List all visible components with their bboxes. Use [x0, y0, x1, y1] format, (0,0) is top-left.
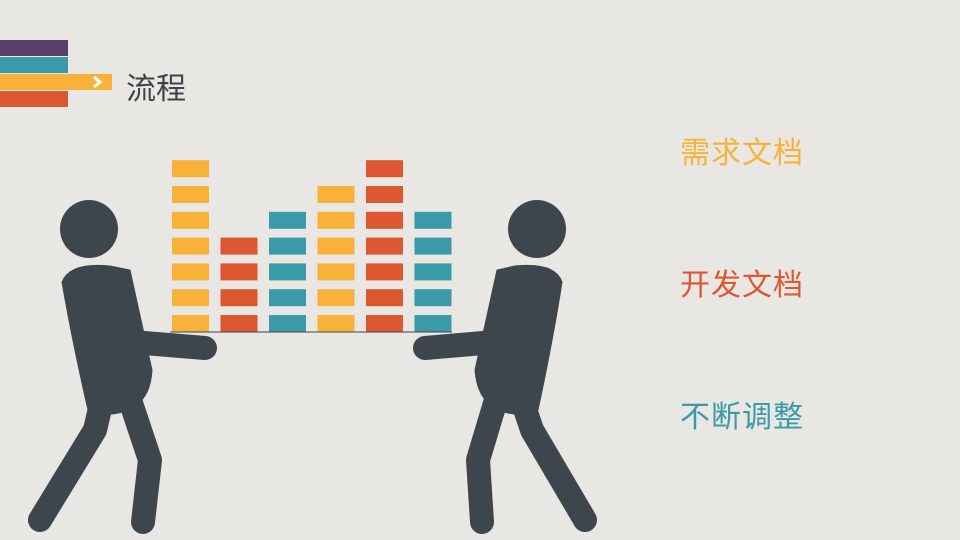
chevron-right-icon: [93, 75, 103, 89]
bar-block-col3-row3: [269, 263, 306, 281]
bar-block-col3-row5: [269, 211, 306, 229]
person-left: [28, 200, 217, 534]
bar-block-col3-row1: [269, 315, 306, 332]
bar-block-col2-row3: [220, 263, 258, 281]
bar-block-col1-row3: [172, 263, 209, 281]
header-stripe-purple: [0, 40, 68, 56]
bar-block-col4-row1: [317, 315, 355, 332]
item-development-doc: 开发文档: [680, 268, 804, 303]
bar-block-col1-row2: [172, 289, 209, 307]
page-title: 流程: [126, 72, 186, 107]
bar-block-col5-row4: [366, 237, 403, 255]
bar-block-col1-row1: [172, 315, 209, 332]
bar-block-col6-row2: [414, 289, 452, 307]
bar-block-col6-row3: [414, 263, 452, 281]
bar-block-col3-row4: [269, 237, 306, 255]
bar-block-col3-row2: [269, 289, 306, 307]
bar-block-col5-row2: [366, 289, 403, 307]
bar-block-col4-row4: [317, 237, 355, 255]
bar-block-col1-row5: [172, 211, 209, 229]
item-requirements-doc: 需求文档: [680, 136, 804, 171]
bar-block-col4-row6: [317, 186, 355, 203]
header-stripe-red: [0, 91, 68, 107]
bar-block-col2-row1: [220, 315, 258, 332]
bar-block-col5-row7: [366, 160, 403, 178]
person-right: [413, 200, 597, 534]
bar-block-col2-row4: [220, 237, 258, 255]
header-stripe-yellow: [0, 74, 112, 90]
bar-block-col4-row5: [317, 211, 355, 229]
bar-block-col5-row6: [366, 186, 403, 203]
header-stripe-teal: [0, 57, 68, 73]
bar-block-col5-row3: [366, 263, 403, 281]
item-continuous-adjustment: 不断调整: [680, 400, 804, 435]
bar-blocks: [172, 160, 452, 332]
bar-block-col6-row1: [414, 315, 452, 332]
bar-block-col1-row4: [172, 237, 209, 255]
bar-block-col2-row2: [220, 289, 258, 307]
bar-block-col4-row3: [317, 263, 355, 281]
bar-block-col1-row6: [172, 186, 209, 203]
bar-block-col5-row1: [366, 315, 403, 332]
bar-block-col6-row5: [414, 211, 452, 229]
bar-block-col5-row5: [366, 211, 403, 229]
bar-block-col4-row2: [317, 289, 355, 307]
bar-block-col1-row7: [172, 160, 209, 178]
bar-block-col6-row4: [414, 237, 452, 255]
